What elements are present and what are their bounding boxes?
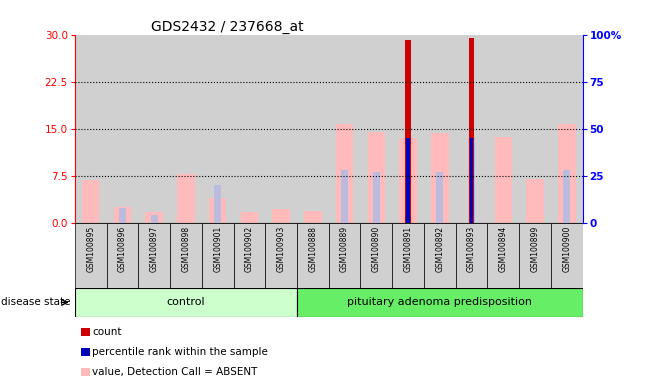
Bar: [558, 124, 575, 223]
Bar: [519, 223, 551, 288]
Text: GSM100898: GSM100898: [182, 226, 191, 272]
Bar: [170, 223, 202, 288]
Text: GSM100888: GSM100888: [309, 226, 318, 272]
Bar: [495, 137, 512, 223]
Text: GSM100900: GSM100900: [562, 226, 572, 272]
Bar: [563, 170, 570, 223]
Bar: [405, 40, 411, 223]
Bar: [297, 223, 329, 288]
Bar: [107, 35, 138, 223]
Bar: [145, 212, 163, 223]
Bar: [399, 138, 417, 223]
Text: GSM100893: GSM100893: [467, 226, 476, 272]
Bar: [519, 35, 551, 223]
Bar: [170, 35, 202, 223]
Bar: [392, 223, 424, 288]
Bar: [406, 138, 410, 223]
Bar: [424, 35, 456, 223]
Bar: [336, 124, 353, 223]
Text: GSM100902: GSM100902: [245, 226, 254, 272]
Bar: [488, 35, 519, 223]
Bar: [114, 207, 132, 223]
Text: GSM100889: GSM100889: [340, 226, 349, 272]
Bar: [373, 172, 380, 223]
Bar: [329, 223, 361, 288]
Text: GSM100899: GSM100899: [531, 226, 540, 272]
Text: GSM100891: GSM100891: [404, 226, 413, 272]
Bar: [107, 223, 138, 288]
Bar: [361, 35, 392, 223]
Bar: [297, 288, 583, 317]
Bar: [469, 138, 473, 223]
Bar: [202, 223, 234, 288]
Bar: [341, 170, 348, 223]
Bar: [75, 35, 107, 223]
Text: disease state: disease state: [1, 297, 71, 308]
Text: GSM100892: GSM100892: [436, 226, 445, 272]
Text: GSM100903: GSM100903: [277, 226, 286, 272]
Bar: [139, 35, 170, 223]
Text: pituitary adenoma predisposition: pituitary adenoma predisposition: [348, 297, 533, 308]
Bar: [456, 223, 488, 288]
Bar: [551, 223, 583, 288]
Bar: [151, 215, 158, 223]
Bar: [526, 179, 544, 223]
Text: GSM100895: GSM100895: [86, 226, 95, 272]
Bar: [241, 212, 258, 223]
Bar: [304, 212, 322, 223]
Text: GSM100896: GSM100896: [118, 226, 127, 272]
Bar: [368, 132, 385, 223]
Bar: [456, 35, 488, 223]
Bar: [469, 38, 475, 223]
Bar: [214, 185, 221, 223]
Bar: [209, 198, 227, 223]
Bar: [424, 223, 456, 288]
Bar: [488, 223, 519, 288]
Bar: [361, 223, 392, 288]
Text: GSM100901: GSM100901: [213, 226, 222, 272]
Bar: [392, 35, 424, 223]
Text: count: count: [92, 327, 122, 337]
Bar: [234, 35, 266, 223]
Text: control: control: [167, 297, 205, 308]
Bar: [202, 35, 234, 223]
Text: GSM100897: GSM100897: [150, 226, 159, 272]
Text: GSM100890: GSM100890: [372, 226, 381, 272]
Bar: [119, 208, 126, 223]
Bar: [266, 35, 297, 223]
Text: GDS2432 / 237668_at: GDS2432 / 237668_at: [151, 20, 303, 33]
Bar: [431, 133, 449, 223]
Bar: [551, 35, 583, 223]
Bar: [177, 174, 195, 223]
Bar: [297, 35, 329, 223]
Bar: [436, 172, 443, 223]
Bar: [82, 180, 100, 223]
Bar: [329, 35, 361, 223]
Text: value, Detection Call = ABSENT: value, Detection Call = ABSENT: [92, 367, 258, 377]
Bar: [75, 223, 107, 288]
Bar: [266, 223, 297, 288]
Bar: [139, 223, 170, 288]
Bar: [272, 209, 290, 223]
Bar: [75, 288, 297, 317]
Text: GSM100894: GSM100894: [499, 226, 508, 272]
Bar: [468, 138, 475, 223]
Bar: [234, 223, 266, 288]
Text: percentile rank within the sample: percentile rank within the sample: [92, 347, 268, 357]
